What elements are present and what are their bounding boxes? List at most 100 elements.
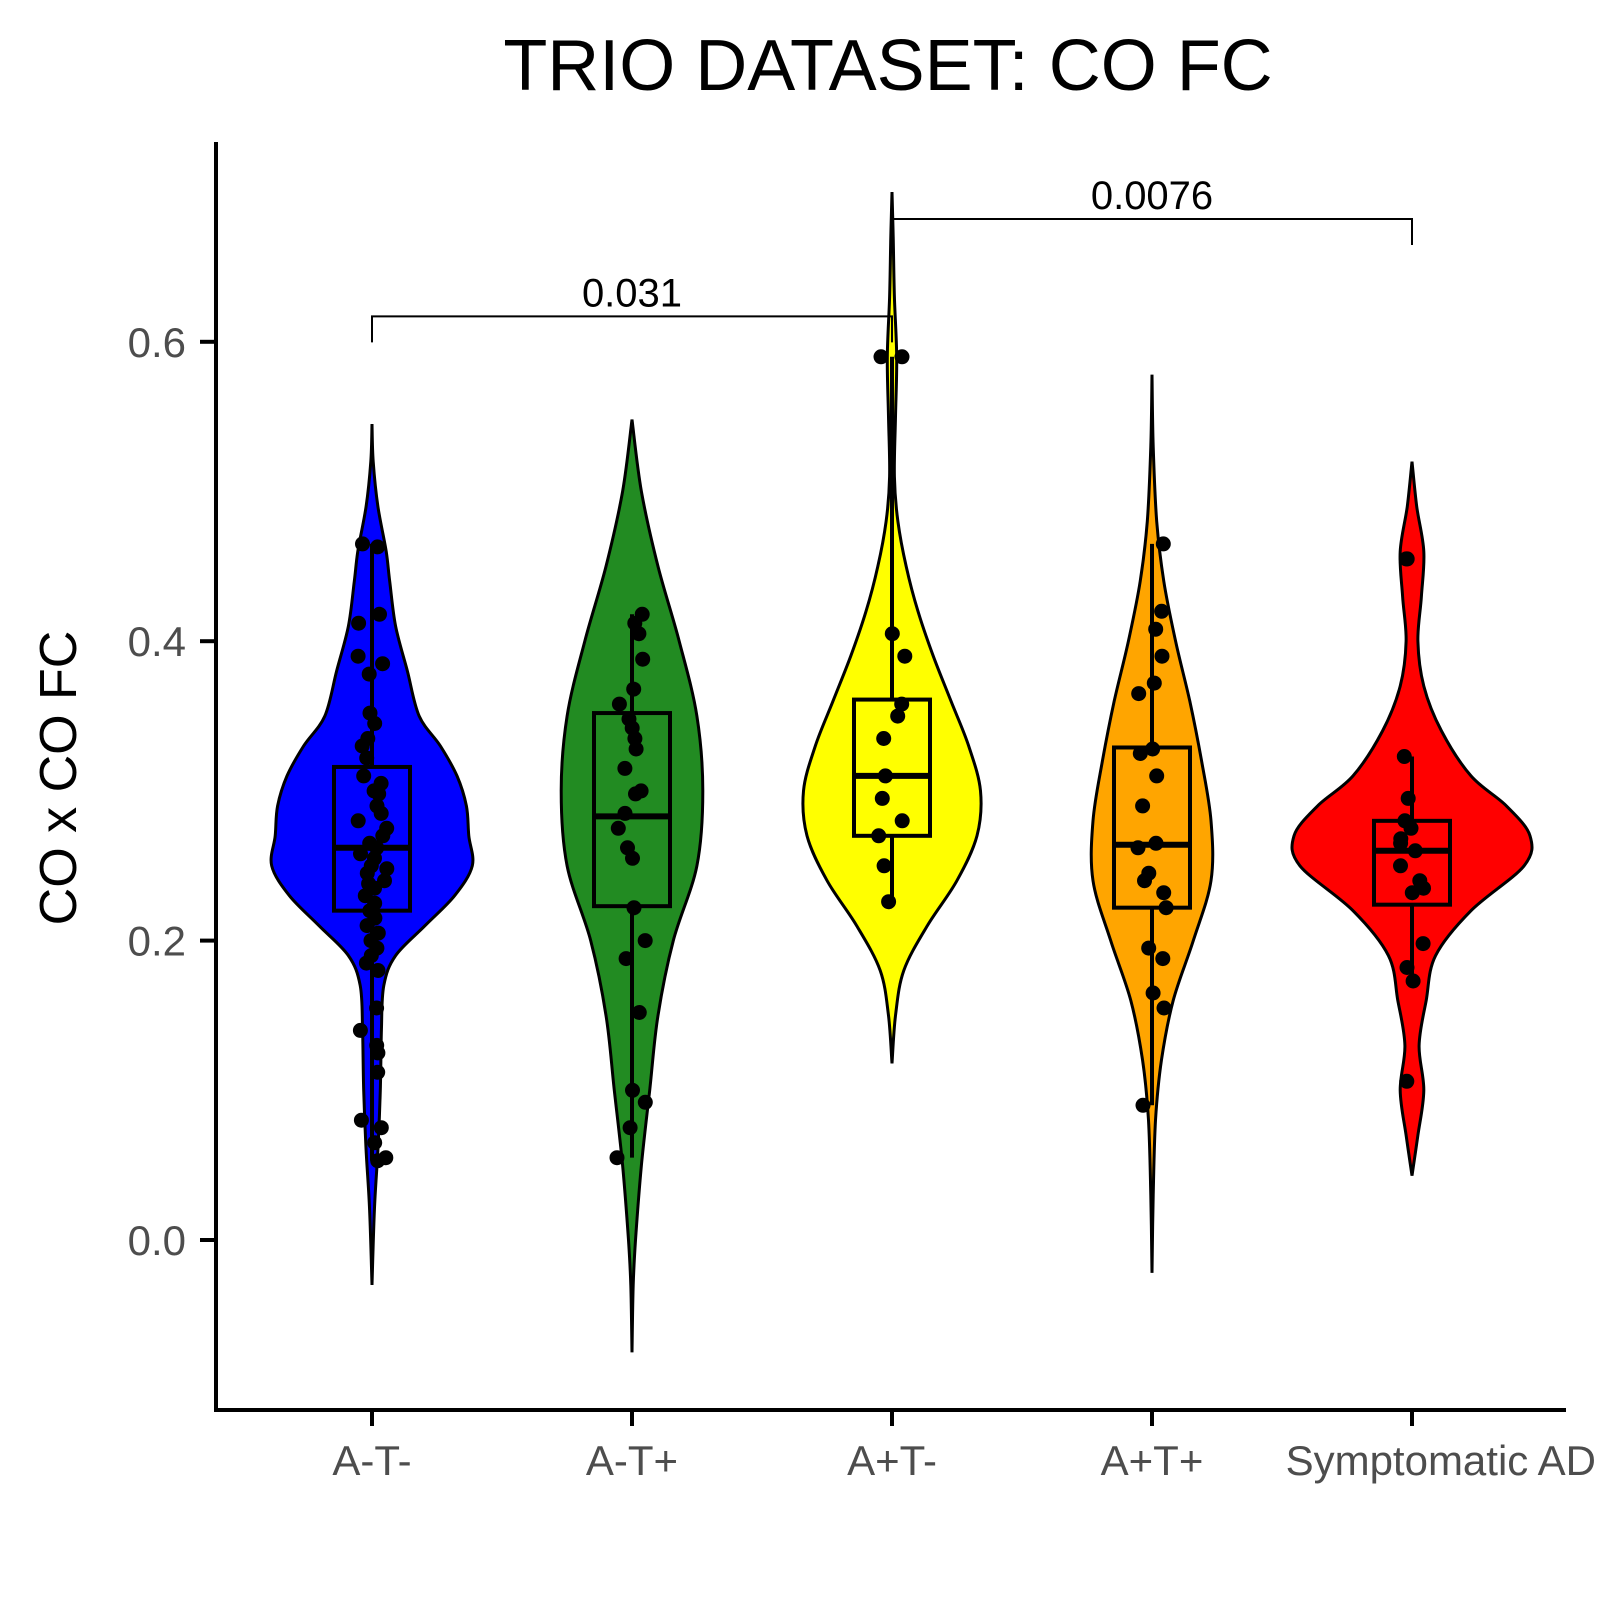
bracket-line [891, 218, 1413, 246]
data-point [373, 805, 389, 821]
data-point [370, 539, 386, 555]
data-point [1404, 885, 1420, 901]
data-point [622, 1120, 638, 1136]
violin-group [1089, 374, 1215, 1273]
plot-area: 0.031 0.0076 [269, 174, 1534, 1353]
data-point [1158, 900, 1174, 916]
data-point [890, 708, 906, 724]
data-point [609, 1150, 625, 1166]
box-iqr [852, 697, 932, 838]
p-value-label: 0.031 [582, 271, 682, 315]
data-point [1145, 741, 1161, 757]
data-point [1135, 1097, 1151, 1113]
x-tick-label: Symptomatic AD [1286, 1437, 1596, 1484]
y-tick-label: 0.2 [128, 918, 186, 965]
data-point [873, 349, 889, 365]
y-tick-label: 0.6 [128, 319, 186, 366]
violin-group [269, 424, 475, 1285]
violin-group [1290, 461, 1534, 1176]
data-point [631, 626, 647, 642]
data-point [1135, 798, 1151, 814]
data-point [375, 656, 391, 672]
data-point [1154, 603, 1170, 619]
data-point [375, 828, 391, 844]
data-point [353, 1112, 369, 1128]
x-tick-labels: A-T- A-T+ A+T- A+T+ Symptomatic AD [332, 1437, 1596, 1484]
data-point [370, 1153, 386, 1169]
data-point [358, 955, 374, 971]
data-point [367, 1135, 383, 1151]
data-point [1407, 843, 1423, 859]
data-point [617, 805, 633, 821]
data-point [1400, 790, 1416, 806]
data-point [1156, 1000, 1172, 1016]
data-point [350, 813, 366, 829]
data-point [367, 716, 383, 731]
data-point [350, 648, 366, 664]
data-point [631, 1005, 647, 1020]
x-tick-label: A+T- [847, 1437, 937, 1484]
data-point [361, 666, 377, 682]
data-point [1156, 885, 1172, 901]
data-point [876, 858, 892, 874]
data-point [370, 963, 386, 978]
data-point [370, 1064, 386, 1080]
data-point [1403, 820, 1419, 836]
data-point [1141, 940, 1157, 956]
violin-shape [559, 419, 705, 1353]
data-point [1399, 960, 1415, 975]
data-point [894, 696, 910, 712]
axes: 0.0 0.2 0.4 0.6 A-T- A-T+ A+T- A+T+ Symptomatic … [128, 319, 1596, 1484]
violin-group [801, 192, 983, 1064]
y-tick-label: 0.4 [128, 618, 186, 665]
data-point [611, 696, 627, 712]
bracket-line [371, 315, 893, 343]
data-point [355, 536, 370, 552]
data-point [373, 1120, 389, 1136]
data-point [1399, 551, 1415, 567]
data-point [1132, 746, 1148, 761]
y-tick-label: 0.0 [128, 1217, 186, 1264]
data-point [1154, 648, 1170, 664]
data-point [881, 894, 897, 910]
data-point [884, 626, 900, 642]
data-point [877, 768, 893, 784]
data-point [626, 681, 642, 697]
data-point [1148, 621, 1164, 637]
violin-shape [1089, 374, 1215, 1273]
data-point [610, 820, 626, 836]
data-point [356, 768, 372, 784]
data-point [1393, 835, 1409, 851]
x-tick-label: A+T+ [1101, 1437, 1204, 1484]
data-point [1399, 1073, 1415, 1089]
data-point [1405, 973, 1421, 989]
data-point [372, 606, 387, 622]
data-point [1137, 873, 1152, 889]
data-point [876, 731, 892, 746]
data-point [1131, 686, 1147, 702]
data-point [354, 738, 370, 754]
data-point [359, 750, 375, 766]
x-tick-label: A-T+ [586, 1437, 678, 1484]
data-point [1396, 749, 1412, 764]
data-point [1149, 768, 1165, 784]
data-point [1415, 936, 1431, 952]
data-point [617, 760, 633, 776]
data-point [379, 861, 395, 877]
data-point [635, 651, 651, 667]
violin-group [559, 419, 705, 1353]
p-value-label: 0.0076 [1091, 174, 1213, 218]
data-point [628, 741, 644, 757]
y-axis-label: CO x CO FC [30, 631, 88, 926]
data-point [1393, 858, 1408, 874]
data-point [874, 790, 890, 806]
data-point [353, 846, 368, 862]
data-point [637, 1094, 653, 1110]
data-point [371, 786, 387, 802]
data-point [625, 850, 640, 866]
data-point [1130, 840, 1146, 856]
data-point [894, 349, 910, 365]
data-point [359, 918, 375, 934]
data-point [352, 1022, 368, 1038]
